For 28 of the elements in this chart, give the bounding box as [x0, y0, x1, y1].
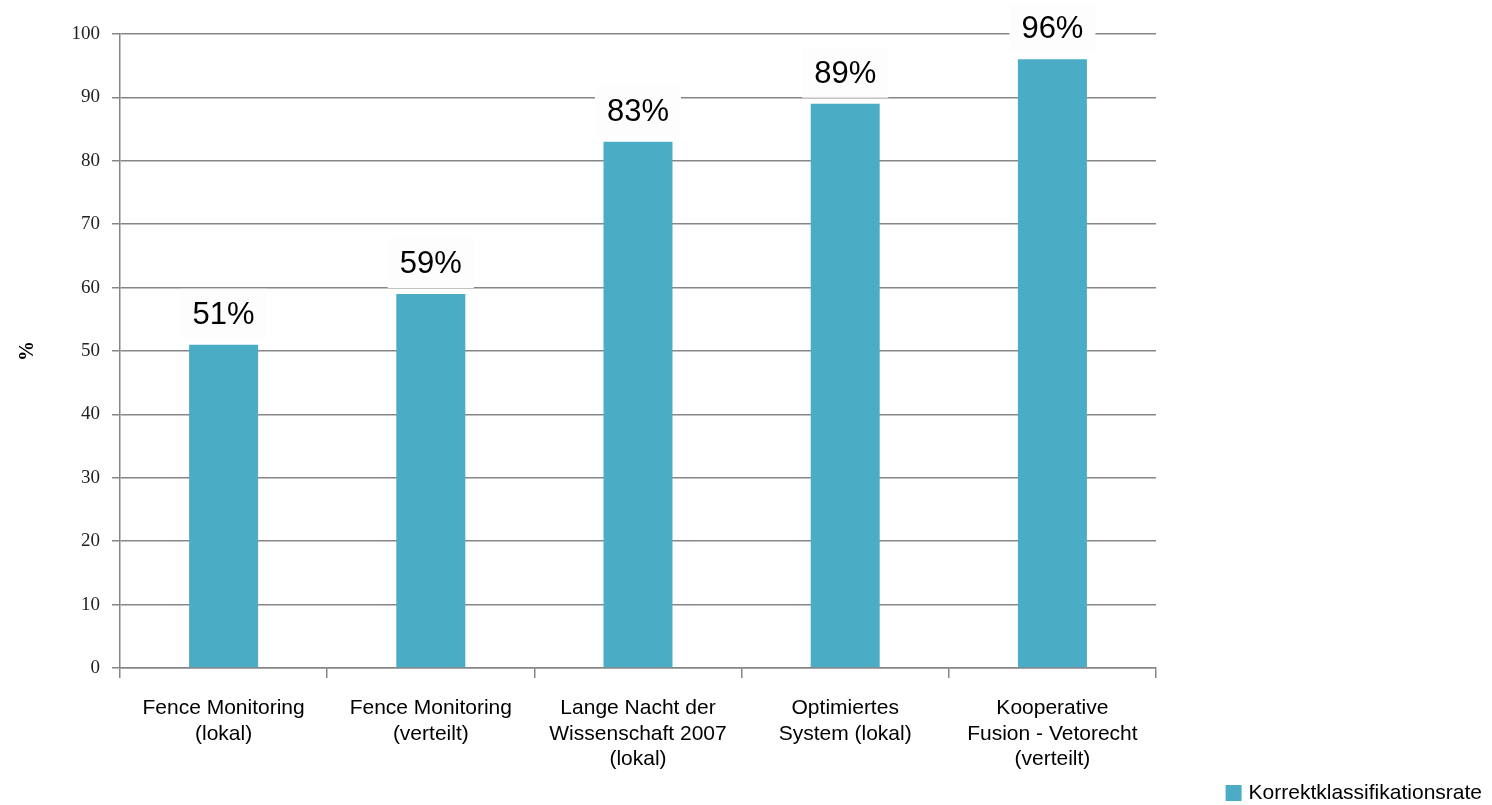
y-tick-label: 20: [81, 529, 100, 551]
x-tick-label: Kooperative Fusion - Vetorecht (verteilt): [967, 695, 1138, 769]
y-tick-label: 80: [81, 148, 100, 170]
y-tick-label: 40: [81, 402, 100, 424]
bar: [396, 293, 466, 668]
legend-label: Korrektklassifikationsrate: [1248, 779, 1482, 803]
y-tick-label: 10: [81, 592, 100, 614]
y-tick-label: 60: [81, 275, 100, 297]
y-axis-title: %: [15, 341, 38, 361]
y-tick-label: 90: [81, 85, 100, 107]
x-tick-label: Fence Monitoring (lokal): [142, 695, 305, 744]
y-tick-label: 0: [90, 655, 100, 677]
x-tick-label: Optimiertes System (lokal): [778, 695, 912, 744]
x-tick-label: Fence Monitoring (verteilt): [349, 695, 512, 744]
data-label: 51%: [192, 295, 255, 331]
bar: [603, 141, 673, 668]
y-tick-label: 30: [81, 465, 100, 487]
bar: [810, 103, 880, 668]
bar: [189, 344, 259, 668]
data-label: 59%: [399, 244, 462, 280]
bar: [1017, 59, 1087, 668]
y-tick-label: 100: [71, 21, 100, 43]
y-tick-label: 50: [81, 338, 100, 360]
data-label: 96%: [1021, 10, 1084, 46]
data-label: 83%: [606, 92, 670, 128]
data-label: 89%: [814, 54, 877, 90]
x-tick-label: Lange Nacht der Wissenschaft 2007 (lokal): [549, 695, 727, 769]
y-tick-label: 70: [81, 212, 100, 234]
